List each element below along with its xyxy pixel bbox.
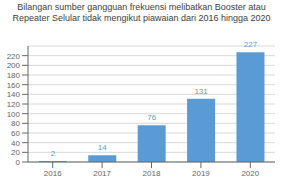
- svg-text:200: 200: [8, 61, 21, 70]
- svg-text:76: 76: [147, 113, 156, 122]
- svg-text:220: 220: [8, 52, 21, 61]
- svg-text:2018: 2018: [143, 169, 161, 178]
- svg-text:140: 140: [8, 90, 21, 99]
- svg-text:80: 80: [11, 119, 20, 128]
- svg-text:131: 131: [194, 87, 208, 96]
- html-text:Bilangan sumber gangguan freku: Bilangan sumber gangguan frekuensi melib…: [12, 2, 271, 23]
- svg-text:2020: 2020: [241, 169, 259, 178]
- svg-text:20: 20: [11, 148, 20, 157]
- svg-text:2016: 2016: [44, 169, 62, 178]
- svg-text:160: 160: [8, 81, 21, 90]
- svg-text:40: 40: [11, 139, 20, 148]
- svg-text:0: 0: [16, 158, 21, 167]
- svg-text:2019: 2019: [192, 169, 210, 178]
- svg-text:14: 14: [98, 143, 107, 152]
- svg-text:100: 100: [8, 110, 21, 119]
- svg-text:60: 60: [11, 129, 20, 138]
- svg-text:2017: 2017: [93, 169, 111, 178]
- svg-text:227: 227: [244, 40, 258, 49]
- svg-text:180: 180: [8, 71, 21, 80]
- svg-text:120: 120: [8, 100, 21, 109]
- svg-text:2: 2: [51, 149, 56, 158]
